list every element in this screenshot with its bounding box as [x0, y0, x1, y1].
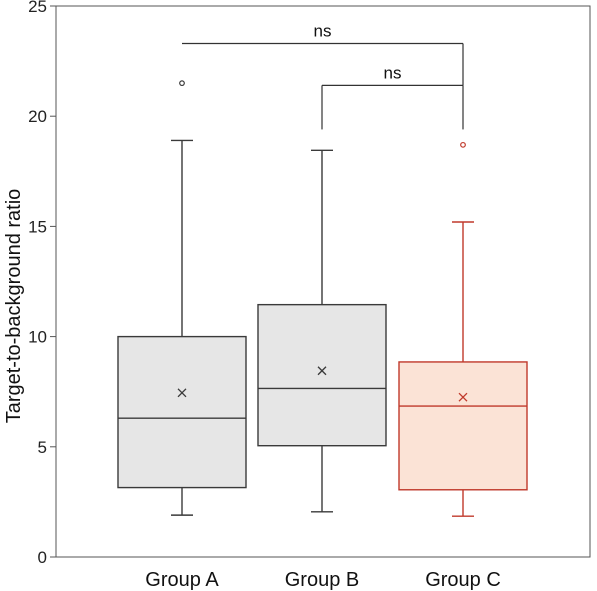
- y-tick-label: 5: [38, 438, 47, 457]
- plot-frame: [55, 5, 591, 558]
- mean-marker: [177, 388, 187, 398]
- mean-marker: [458, 392, 468, 402]
- y-tick-label: 20: [28, 107, 47, 126]
- y-tick-label: 0: [38, 548, 47, 567]
- x-category-label: Group B: [285, 569, 359, 591]
- significance-label: ns: [314, 21, 332, 40]
- box-group-b: [257, 303, 387, 447]
- y-axis-label: Target-to-background ratio: [3, 189, 25, 424]
- box-group-a: [117, 335, 247, 489]
- significance-label: ns: [384, 63, 402, 82]
- plot-area: 0 5 10 15 20 25 Group A Group B Group C ns ns: [28, 0, 591, 591]
- x-category-label: Group C: [425, 569, 501, 591]
- outlier-point: [179, 80, 185, 87]
- outlier-point: [460, 141, 466, 148]
- y-tick-label: 15: [28, 217, 47, 236]
- y-tick-label: 25: [28, 0, 47, 16]
- box-group-c: [398, 361, 528, 491]
- x-category-label: Group A: [145, 569, 219, 591]
- mean-marker: [317, 366, 327, 376]
- y-tick-label: 10: [28, 328, 47, 347]
